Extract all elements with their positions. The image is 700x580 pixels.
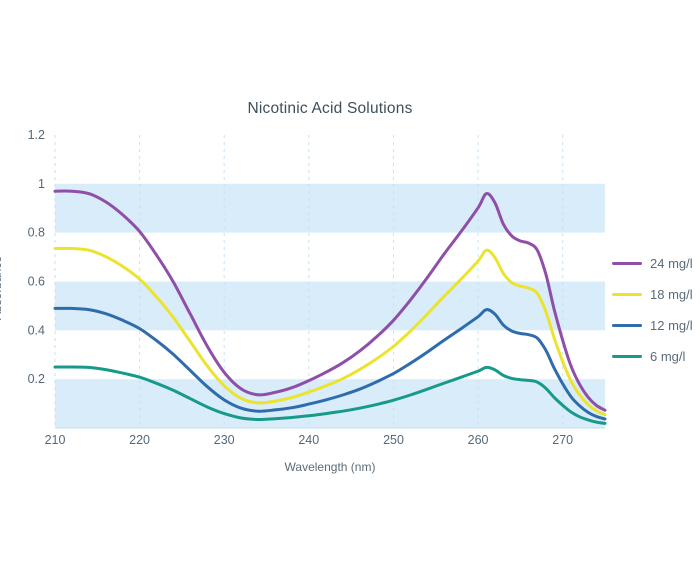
y-tick-label: 1 bbox=[38, 177, 45, 191]
x-tick-label: 270 bbox=[552, 433, 573, 447]
y-tick-label: 0.4 bbox=[28, 323, 45, 337]
legend-swatch bbox=[612, 323, 642, 328]
x-tick-label: 260 bbox=[468, 433, 489, 447]
chart-title: Nicotinic Acid Solutions bbox=[247, 100, 413, 117]
x-tick-label: 220 bbox=[129, 433, 150, 447]
x-tick-label: 210 bbox=[45, 433, 66, 447]
legend-item: 24 mg/l bbox=[612, 248, 693, 279]
legend-label: 6 mg/l bbox=[650, 349, 686, 364]
series-line-12-mg-l bbox=[53, 306, 607, 421]
legend-label: 24 mg/l bbox=[650, 256, 693, 271]
x-axis-label: Wavelength (nm) bbox=[284, 460, 376, 474]
legend-label: 18 mg/l bbox=[650, 287, 693, 302]
background-band bbox=[55, 183, 605, 233]
x-tick-label: 250 bbox=[383, 433, 404, 447]
series-line-6-mg-l bbox=[53, 365, 607, 425]
y-tick-label: 0.8 bbox=[28, 226, 45, 240]
legend-swatch bbox=[612, 354, 642, 359]
background-band bbox=[55, 281, 605, 331]
y-tick-label: 0.2 bbox=[28, 372, 45, 386]
legend-label: 12 mg/l bbox=[650, 318, 693, 333]
legend-item: 12 mg/l bbox=[612, 310, 693, 341]
x-tick-label: 240 bbox=[298, 433, 319, 447]
legend: 24 mg/l 18 mg/l 12 mg/l 6 mg/l bbox=[612, 248, 693, 372]
y-axis-label: Absorbance bbox=[0, 255, 4, 321]
legend-item: 18 mg/l bbox=[612, 279, 693, 310]
series-line-18-mg-l bbox=[53, 246, 607, 417]
legend-swatch bbox=[612, 261, 642, 266]
y-tick-label: 0.6 bbox=[28, 275, 45, 289]
series-line-24-mg-l bbox=[53, 189, 607, 412]
legend-item: 6 mg/l bbox=[612, 341, 693, 372]
legend-swatch bbox=[612, 292, 642, 297]
y-tick-label: 1.2 bbox=[28, 128, 45, 142]
x-tick-label: 230 bbox=[214, 433, 235, 447]
background-band bbox=[55, 379, 605, 428]
